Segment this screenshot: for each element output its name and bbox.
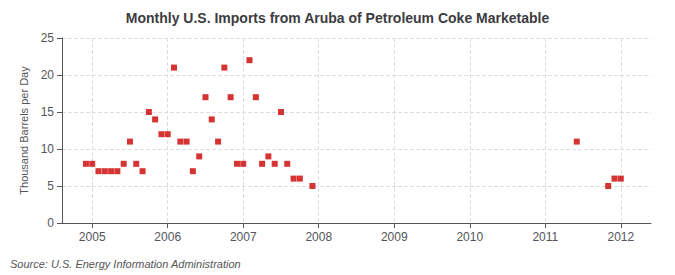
svg-text:Thousand Barrels per Day: Thousand Barrels per Day bbox=[18, 66, 30, 195]
svg-text:2005: 2005 bbox=[79, 230, 106, 244]
svg-text:Monthly U.S. Imports from Arub: Monthly U.S. Imports from Aruba of Petro… bbox=[126, 10, 550, 26]
svg-text:2011: 2011 bbox=[532, 230, 558, 244]
svg-text:2008: 2008 bbox=[305, 230, 332, 244]
svg-text:5: 5 bbox=[47, 179, 54, 193]
svg-text:20: 20 bbox=[41, 68, 55, 82]
svg-text:2007: 2007 bbox=[230, 230, 257, 244]
svg-text:Source: U.S. Energy Informatio: Source: U.S. Energy Information Administ… bbox=[10, 258, 241, 270]
svg-text:15: 15 bbox=[41, 105, 55, 119]
svg-text:2012: 2012 bbox=[607, 230, 634, 244]
svg-text:2010: 2010 bbox=[456, 230, 483, 244]
svg-text:2006: 2006 bbox=[154, 230, 181, 244]
svg-text:10: 10 bbox=[41, 142, 55, 156]
svg-text:0: 0 bbox=[47, 216, 54, 230]
svg-text:2009: 2009 bbox=[381, 230, 408, 244]
svg-text:25: 25 bbox=[41, 31, 55, 45]
